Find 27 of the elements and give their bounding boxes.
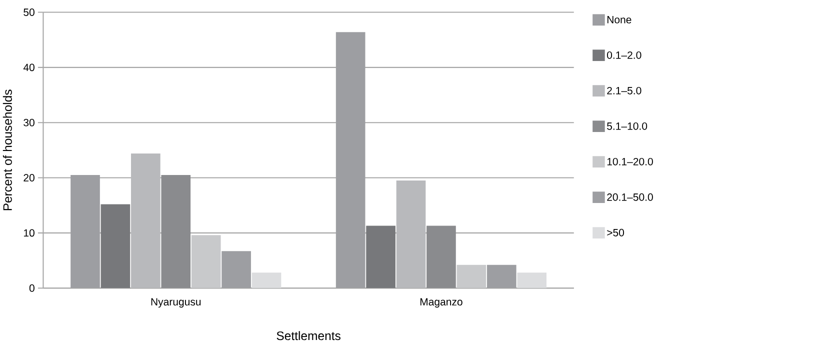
bar (100, 204, 130, 288)
y-tick-label: 0 (29, 284, 34, 292)
legend-label: >50 (607, 229, 624, 237)
legend-label: 10.1–20.0 (607, 158, 653, 166)
x-axis-title: Settlements (276, 331, 340, 340)
legend-label: 2.1–5.0 (607, 87, 642, 95)
legend-label: 5.1–10.0 (607, 122, 648, 130)
x-tick-label: Nyarugusu (151, 298, 201, 308)
bar (252, 272, 282, 288)
bar (131, 154, 160, 288)
bar (191, 235, 221, 288)
y-tick-label: 30 (24, 119, 34, 126)
y-tick-label: 10 (24, 229, 34, 237)
legend-label: 0.1–2.0 (607, 52, 642, 60)
bar (456, 265, 486, 288)
y-axis-title: Percent of households (2, 90, 12, 210)
bar (396, 180, 426, 288)
y-tick-label: 20 (24, 174, 34, 182)
bar (161, 175, 191, 288)
legend-label: None (607, 16, 632, 24)
bar (517, 272, 547, 288)
bar (366, 226, 396, 288)
legend-label: 20.1–50.0 (607, 194, 653, 202)
y-tick-label: 50 (24, 8, 34, 16)
bar (426, 226, 456, 288)
x-tick-label: Maganzo (420, 298, 462, 308)
y-tick-label: 40 (23, 64, 34, 72)
